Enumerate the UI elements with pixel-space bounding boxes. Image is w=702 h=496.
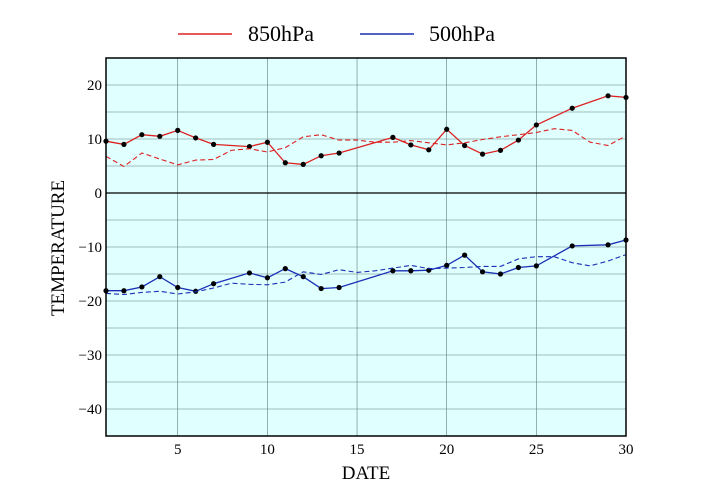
x-tick-label: 20 [439, 442, 454, 458]
grid [106, 58, 626, 436]
y-axis-title: TEMPERATURE [48, 180, 69, 316]
data-point [497, 147, 504, 153]
y-tick-label: 10 [87, 132, 102, 148]
data-point [390, 134, 396, 140]
data-point [336, 284, 342, 291]
data-point [210, 141, 217, 147]
data-point [139, 132, 145, 138]
y-tick-label: −20 [79, 294, 102, 310]
x-tick-label: 5 [174, 442, 182, 458]
data-point [157, 274, 163, 280]
data-point [210, 281, 217, 287]
data-point [605, 242, 611, 248]
data-point [246, 270, 253, 276]
data-point [175, 284, 181, 291]
series-layer [103, 93, 629, 296]
y-tick-label: 0 [95, 186, 103, 202]
data-point [533, 263, 539, 269]
x-tick-label: 10 [260, 442, 275, 458]
data-point [121, 288, 127, 294]
y-axis-ticks: 20 10 0 −10 −20 −30 −40 [79, 78, 102, 418]
dashed-line-climatology [105, 254, 627, 296]
data-point [605, 93, 611, 99]
data-point [515, 137, 522, 143]
data-point [300, 274, 306, 280]
data-point [390, 268, 396, 274]
x-tick-label: 25 [529, 442, 544, 458]
dashed-line-climatology [105, 128, 627, 168]
data-point [444, 262, 450, 268]
data-point [479, 269, 486, 275]
data-point [408, 142, 414, 148]
data-point [121, 141, 127, 147]
y-tick-label: 20 [87, 78, 102, 94]
data-point [318, 285, 324, 292]
y-tick-label: −40 [79, 402, 102, 418]
plot-frame [105, 57, 627, 437]
data-point [175, 127, 181, 133]
data-point [336, 150, 342, 156]
data-point [533, 122, 539, 128]
y-tick-label: −10 [79, 240, 102, 256]
data-point [264, 275, 270, 281]
data-point [139, 284, 145, 290]
data-point [479, 151, 486, 157]
data-point [569, 105, 575, 111]
data-point [157, 133, 163, 139]
data-point [497, 271, 504, 277]
data-point [515, 264, 522, 271]
x-tick-label: 15 [350, 442, 365, 458]
y-tick-label: −30 [79, 348, 102, 364]
data-point [282, 266, 288, 272]
x-tick-label: 30 [619, 442, 634, 458]
data-point [300, 161, 306, 167]
legend-label-500hpa: 500hPa [429, 21, 495, 46]
legend: 850hPa 500hPa [178, 21, 495, 46]
data-point [569, 243, 575, 249]
data-point [318, 153, 324, 159]
data-point [282, 160, 288, 166]
data-point [193, 135, 199, 141]
data-point [246, 143, 253, 150]
data-point [426, 147, 432, 153]
data-point [462, 252, 468, 258]
x-axis-ticks: 5 10 15 20 25 30 [174, 442, 634, 458]
data-point [408, 268, 414, 274]
data-point [444, 126, 450, 132]
data-point [462, 142, 468, 149]
legend-label-850hpa: 850hPa [248, 21, 314, 46]
data-point [264, 139, 270, 145]
x-axis-title: DATE [342, 463, 391, 484]
